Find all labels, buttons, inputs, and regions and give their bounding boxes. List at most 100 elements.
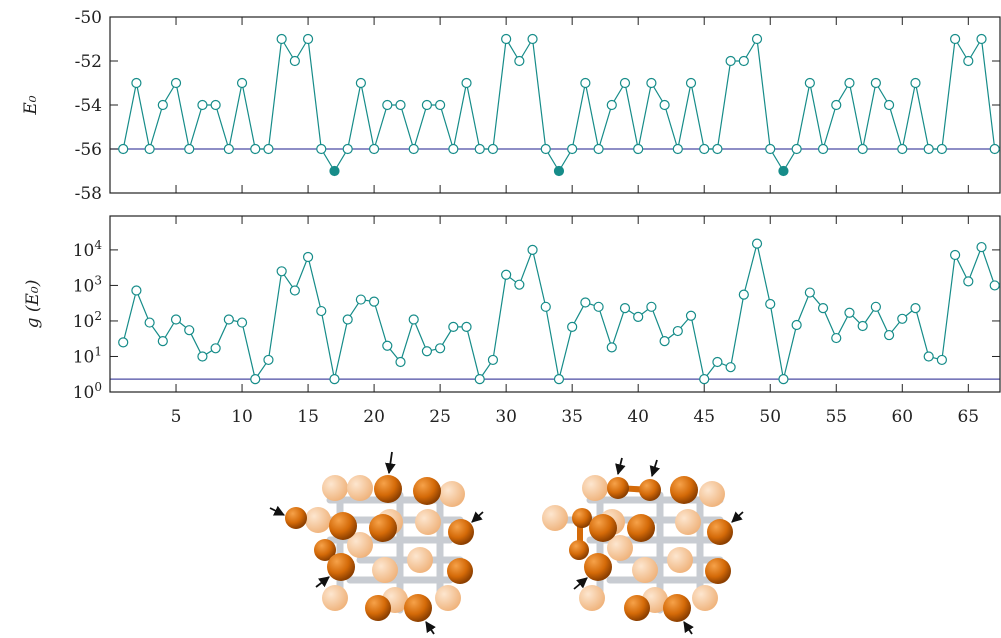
y-tick-label: -54: [75, 96, 102, 116]
x-tick-label: 15: [297, 407, 319, 427]
y-tick-exponent: 0: [94, 380, 102, 394]
x-tick-label: 10: [231, 407, 253, 427]
data-point: [700, 145, 709, 154]
x-tick-label: 40: [627, 407, 649, 427]
data-point: [937, 355, 946, 364]
data-point: [568, 322, 577, 331]
data-point: [581, 298, 590, 307]
data-point: [409, 315, 418, 324]
y-tick-label: -52: [75, 52, 102, 72]
y-axis-label: g (E₀): [23, 280, 43, 329]
y-tick-label: 102: [73, 309, 102, 332]
data-point: [858, 145, 867, 154]
data-point: [673, 145, 682, 154]
data-point: [687, 79, 696, 88]
data-point: [317, 307, 326, 316]
data-point: [251, 145, 260, 154]
y-tick-label: -56: [75, 140, 102, 160]
data-point: [224, 315, 233, 324]
data-point: [673, 327, 682, 336]
data-point: [119, 338, 128, 347]
data-point: [383, 101, 392, 110]
data-point: [304, 253, 313, 262]
data-point: [502, 35, 511, 44]
y-tick-exponent: 3: [94, 273, 102, 287]
data-line: [123, 244, 995, 380]
x-tick-label: 30: [495, 407, 517, 427]
data-point: [422, 101, 431, 110]
data-point: [660, 337, 669, 346]
y-tick-exponent: 1: [94, 344, 102, 358]
y-tick-label: 104: [73, 238, 103, 261]
data-point: [766, 300, 775, 309]
data-point: [845, 79, 854, 88]
data-point: [158, 101, 167, 110]
data-point: [396, 357, 405, 366]
data-point: [858, 322, 867, 331]
data-point: [396, 101, 405, 110]
data-point: [792, 320, 801, 329]
y-tick-base: 10: [73, 241, 95, 261]
data-point: [158, 337, 167, 346]
x-tick-label: 65: [957, 407, 979, 427]
data-point: [224, 145, 233, 154]
data-point: [977, 35, 986, 44]
data-point: [317, 145, 326, 154]
data-point: [819, 304, 828, 313]
data-point: [541, 302, 550, 311]
data-point: [119, 145, 128, 154]
data-point: [713, 145, 722, 154]
data-point: [951, 35, 960, 44]
y-tick-base: 10: [73, 276, 95, 296]
plot-frame: [110, 216, 1000, 392]
data-point: [805, 79, 814, 88]
data-point: [211, 101, 220, 110]
data-point: [713, 357, 722, 366]
data-point: [898, 145, 907, 154]
data-point: [700, 375, 709, 384]
data-point: [990, 281, 999, 290]
highlight-point: [779, 167, 788, 176]
x-tick-label: 20: [363, 407, 385, 427]
data-point: [475, 145, 484, 154]
data-point: [198, 101, 207, 110]
structure-right: [542, 458, 743, 634]
data-point: [594, 302, 603, 311]
data-point: [951, 250, 960, 259]
data-point: [634, 145, 643, 154]
data-point: [343, 315, 352, 324]
data-point: [198, 352, 207, 361]
data-point: [449, 145, 458, 154]
x-tick-label: 45: [693, 407, 715, 427]
data-point: [528, 245, 537, 254]
data-point: [185, 145, 194, 154]
y-tick-label: -58: [75, 184, 102, 204]
data-point: [132, 286, 141, 295]
data-point: [607, 343, 616, 352]
data-point: [304, 35, 313, 44]
data-point: [554, 375, 563, 384]
data-point: [211, 344, 220, 353]
data-point: [462, 79, 471, 88]
data-point: [871, 79, 880, 88]
data-point: [409, 145, 418, 154]
data-point: [964, 57, 973, 66]
data-point: [383, 341, 392, 350]
y-tick-label: 101: [73, 344, 102, 367]
data-point: [924, 145, 933, 154]
highlight-point: [330, 167, 339, 176]
data-point: [924, 352, 933, 361]
data-point: [620, 304, 629, 313]
data-point: [436, 344, 445, 353]
data-point: [792, 145, 801, 154]
data-point: [805, 288, 814, 297]
data-point: [462, 322, 471, 331]
data-point: [277, 35, 286, 44]
data-point: [238, 79, 247, 88]
data-point: [370, 145, 379, 154]
x-tick-label: 25: [429, 407, 451, 427]
figure: -58-56-54-52-50E₀10010110210310451015202…: [0, 0, 1001, 638]
data-point: [185, 326, 194, 335]
y-tick-label: -50: [75, 8, 102, 28]
